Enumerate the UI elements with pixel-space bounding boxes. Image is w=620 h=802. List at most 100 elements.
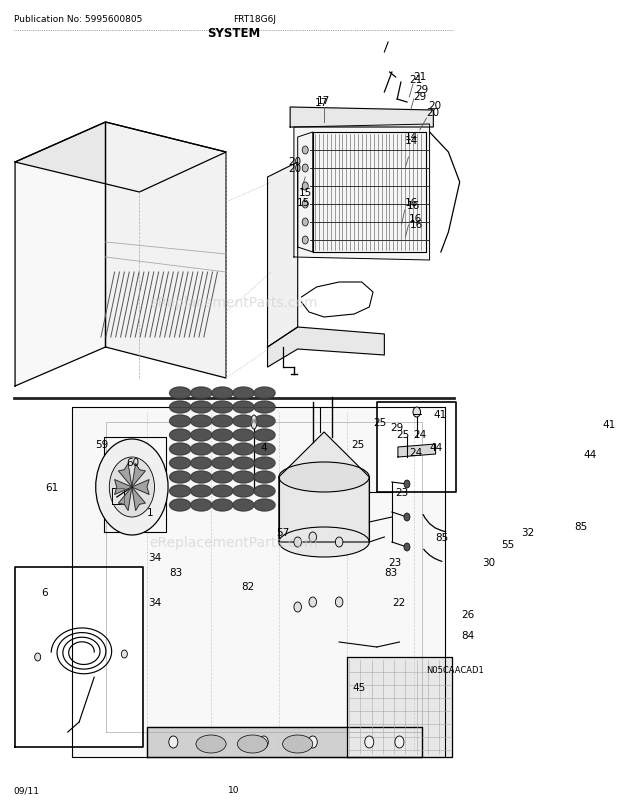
Ellipse shape	[234, 486, 253, 496]
Ellipse shape	[234, 403, 253, 412]
Ellipse shape	[170, 486, 190, 496]
Ellipse shape	[251, 415, 257, 429]
Text: 41: 41	[433, 410, 446, 419]
Text: 57: 57	[276, 528, 289, 537]
Text: 23: 23	[388, 557, 401, 567]
Circle shape	[210, 736, 219, 748]
Ellipse shape	[192, 388, 211, 399]
Ellipse shape	[254, 387, 275, 399]
Ellipse shape	[191, 500, 212, 512]
Ellipse shape	[255, 486, 274, 496]
Ellipse shape	[234, 431, 253, 440]
Ellipse shape	[192, 472, 211, 482]
Ellipse shape	[212, 457, 233, 469]
Text: 21: 21	[409, 75, 422, 85]
Ellipse shape	[237, 735, 268, 753]
Ellipse shape	[192, 486, 211, 496]
Polygon shape	[118, 464, 132, 488]
Circle shape	[302, 147, 308, 155]
Text: 20: 20	[427, 107, 440, 118]
Ellipse shape	[213, 500, 232, 510]
Ellipse shape	[213, 444, 232, 455]
Text: 4: 4	[261, 443, 267, 452]
Polygon shape	[312, 133, 426, 253]
Ellipse shape	[191, 429, 212, 441]
Ellipse shape	[169, 472, 191, 484]
Ellipse shape	[169, 500, 191, 512]
Ellipse shape	[192, 416, 211, 427]
Text: 25: 25	[373, 418, 386, 427]
Text: 14: 14	[405, 132, 418, 142]
Ellipse shape	[233, 485, 254, 497]
Ellipse shape	[192, 431, 211, 440]
Circle shape	[109, 457, 154, 517]
Ellipse shape	[233, 429, 254, 441]
Text: 29: 29	[414, 92, 427, 102]
Circle shape	[302, 237, 308, 245]
Circle shape	[308, 736, 317, 748]
Ellipse shape	[213, 416, 232, 427]
Circle shape	[302, 183, 308, 191]
Ellipse shape	[170, 431, 190, 440]
Text: 61: 61	[45, 482, 58, 492]
Ellipse shape	[191, 387, 212, 399]
Polygon shape	[71, 407, 445, 757]
Text: 55: 55	[501, 539, 515, 549]
Text: 82: 82	[241, 581, 254, 591]
Ellipse shape	[170, 416, 190, 427]
Polygon shape	[290, 107, 433, 128]
Text: 15: 15	[297, 198, 310, 208]
Ellipse shape	[191, 415, 212, 427]
Text: FRT18G6J: FRT18G6J	[234, 15, 277, 24]
Ellipse shape	[233, 387, 254, 399]
Ellipse shape	[234, 472, 253, 482]
Ellipse shape	[254, 472, 275, 484]
Polygon shape	[398, 444, 436, 457]
Text: 20: 20	[288, 164, 301, 174]
Ellipse shape	[255, 459, 274, 468]
Circle shape	[35, 653, 41, 661]
Ellipse shape	[254, 457, 275, 469]
Circle shape	[302, 164, 308, 172]
Polygon shape	[118, 488, 132, 511]
Circle shape	[395, 736, 404, 748]
Polygon shape	[294, 125, 430, 261]
Text: 84: 84	[461, 630, 474, 640]
Ellipse shape	[191, 402, 212, 414]
Ellipse shape	[234, 416, 253, 427]
Circle shape	[169, 736, 178, 748]
Ellipse shape	[192, 403, 211, 412]
Circle shape	[294, 537, 301, 547]
Polygon shape	[347, 657, 452, 757]
Polygon shape	[268, 163, 298, 347]
Ellipse shape	[169, 387, 191, 399]
Ellipse shape	[213, 403, 232, 412]
Text: 16: 16	[405, 198, 418, 208]
Ellipse shape	[255, 444, 274, 455]
Ellipse shape	[170, 500, 190, 510]
Text: 24: 24	[413, 429, 426, 439]
Text: 29: 29	[391, 423, 404, 432]
Ellipse shape	[255, 500, 274, 510]
Ellipse shape	[254, 500, 275, 512]
Ellipse shape	[212, 429, 233, 441]
Text: 10: 10	[228, 785, 239, 795]
Ellipse shape	[279, 463, 370, 492]
Ellipse shape	[191, 485, 212, 497]
Ellipse shape	[212, 500, 233, 512]
Text: 20: 20	[289, 157, 302, 167]
Ellipse shape	[192, 444, 211, 455]
Ellipse shape	[169, 402, 191, 414]
Text: eReplacementParts.com: eReplacementParts.com	[149, 535, 318, 549]
Text: 85: 85	[574, 521, 588, 532]
Circle shape	[309, 597, 317, 607]
Text: 29: 29	[415, 85, 428, 95]
Ellipse shape	[255, 431, 274, 440]
Ellipse shape	[233, 457, 254, 469]
Text: 59: 59	[95, 439, 108, 449]
Ellipse shape	[254, 444, 275, 456]
Circle shape	[365, 736, 374, 748]
Circle shape	[122, 650, 127, 658]
Ellipse shape	[213, 459, 232, 468]
Ellipse shape	[213, 388, 232, 399]
